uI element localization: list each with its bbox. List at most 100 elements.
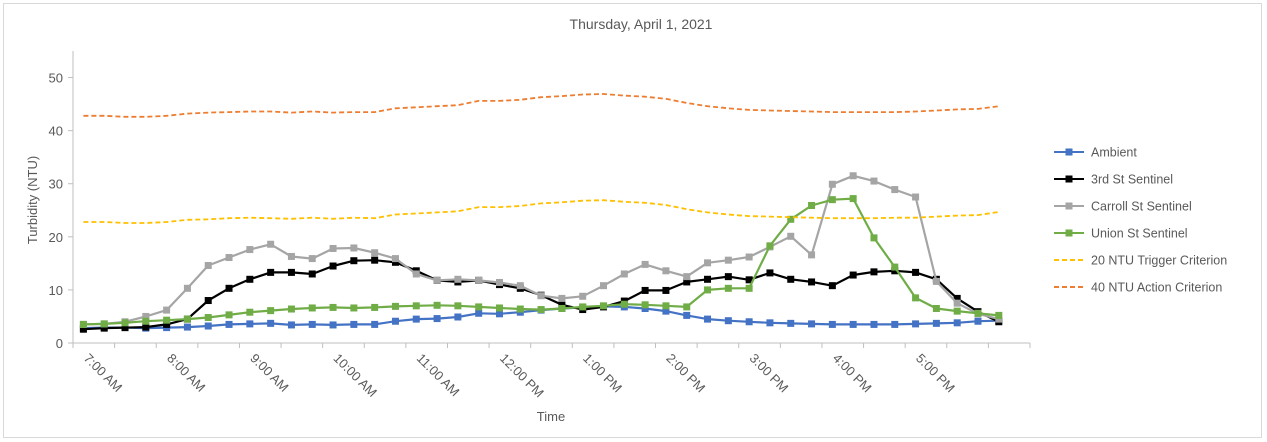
data-point xyxy=(142,323,150,331)
data-point xyxy=(391,317,399,325)
legend-marker xyxy=(1065,202,1073,210)
data-point xyxy=(163,306,171,314)
x-tick-label: 10:00 AM xyxy=(331,351,380,400)
series-layer xyxy=(79,93,1003,333)
data-point xyxy=(329,303,337,311)
data-point xyxy=(246,308,254,316)
chart-frame: Thursday, April 1, 2021 Turbidity (NTU) … xyxy=(3,3,1262,438)
data-point xyxy=(808,201,816,209)
data-point xyxy=(475,276,483,284)
data-point xyxy=(100,324,108,332)
data-point xyxy=(579,303,587,311)
data-point xyxy=(329,244,337,252)
legend-item: 40 NTU Action Criterion xyxy=(1054,281,1222,295)
legend-marker xyxy=(1065,229,1073,237)
data-point xyxy=(974,309,982,317)
data-point xyxy=(766,242,774,250)
data-point xyxy=(558,304,566,312)
data-point xyxy=(454,302,462,310)
data-point xyxy=(870,320,878,328)
data-point xyxy=(350,257,358,265)
data-point xyxy=(932,277,940,285)
legend-label: Ambient xyxy=(1091,146,1137,160)
data-point xyxy=(495,304,503,312)
data-point xyxy=(704,259,712,267)
data-point xyxy=(662,302,670,310)
data-point xyxy=(454,313,462,321)
y-tick-label: 0 xyxy=(56,336,63,351)
data-point xyxy=(891,186,899,194)
chart-title: Thursday, April 1, 2021 xyxy=(570,16,713,32)
data-point xyxy=(828,196,836,204)
data-point xyxy=(704,275,712,283)
data-point xyxy=(662,286,670,294)
data-point xyxy=(495,278,503,286)
data-point xyxy=(745,318,753,326)
x-axis-label: Time xyxy=(537,409,565,424)
data-point xyxy=(579,292,587,300)
data-point xyxy=(79,320,87,328)
series-line xyxy=(83,93,999,118)
data-point xyxy=(79,325,87,333)
legend-item: Carroll St Sentinel xyxy=(1054,200,1192,214)
data-point xyxy=(100,320,108,328)
data-point xyxy=(953,307,961,315)
data-point xyxy=(766,269,774,277)
data-point xyxy=(683,311,691,319)
data-point xyxy=(953,319,961,327)
legend-item: 20 NTU Trigger Criterion xyxy=(1054,254,1227,268)
data-point xyxy=(287,321,295,329)
data-point xyxy=(329,321,337,329)
data-point xyxy=(912,320,920,328)
data-point xyxy=(287,252,295,260)
data-point xyxy=(932,304,940,312)
data-point xyxy=(204,297,212,305)
data-point xyxy=(412,315,420,323)
legend-label: Union St Sentinel xyxy=(1091,227,1188,241)
data-point xyxy=(412,270,420,278)
data-point xyxy=(537,306,545,314)
data-point xyxy=(433,315,441,323)
data-point xyxy=(620,300,628,308)
data-point xyxy=(953,299,961,307)
data-point xyxy=(537,292,545,300)
legend-label: 20 NTU Trigger Criterion xyxy=(1091,254,1227,268)
data-point xyxy=(287,305,295,313)
data-point xyxy=(204,314,212,322)
data-point xyxy=(225,284,233,292)
data-point xyxy=(912,268,920,276)
x-tick-label: 9:00 AM xyxy=(247,351,291,395)
series-line xyxy=(83,199,999,224)
series-3 xyxy=(79,195,1003,328)
data-point xyxy=(433,301,441,309)
data-point xyxy=(787,275,795,283)
x-tick-label: 5:00 PM xyxy=(913,351,958,396)
data-point xyxy=(766,319,774,327)
data-point xyxy=(849,320,857,328)
data-point xyxy=(683,278,691,286)
data-point xyxy=(412,302,420,310)
data-point xyxy=(371,320,379,328)
data-point xyxy=(828,320,836,328)
legend-item: Ambient xyxy=(1054,146,1137,160)
data-point xyxy=(724,273,732,281)
data-point xyxy=(121,319,129,327)
data-point xyxy=(600,282,608,290)
data-point xyxy=(641,304,649,312)
data-point xyxy=(558,294,566,302)
data-point xyxy=(828,282,836,290)
data-point xyxy=(662,267,670,275)
data-point xyxy=(475,303,483,311)
x-tick-label: 12:00 PM xyxy=(497,351,547,401)
x-tick-label: 1:00 PM xyxy=(580,351,625,396)
x-tick-label: 4:00 PM xyxy=(830,351,875,396)
y-tick-label: 40 xyxy=(49,124,63,139)
data-point xyxy=(329,262,337,270)
data-point xyxy=(828,180,836,188)
data-point xyxy=(433,276,441,284)
data-point xyxy=(995,311,1003,319)
data-point xyxy=(308,320,316,328)
data-point xyxy=(225,254,233,262)
data-point xyxy=(142,312,150,320)
data-point xyxy=(953,294,961,302)
